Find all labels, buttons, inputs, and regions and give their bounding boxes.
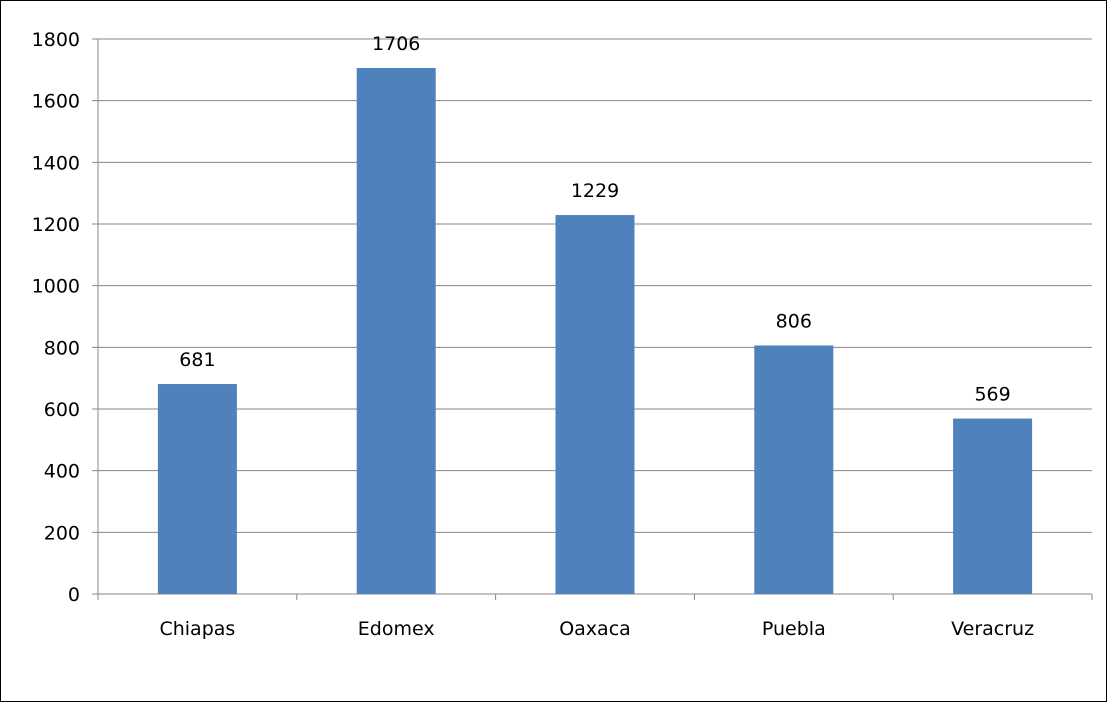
bar-oaxaca bbox=[555, 215, 635, 594]
data-label-puebla: 806 bbox=[776, 310, 812, 332]
y-tick-label: 1200 bbox=[32, 214, 80, 236]
labels: 0 200 400 600 800 1000 1200 1400 1600 1800 681 Chia… bbox=[32, 29, 1034, 640]
y-tick-label: 1400 bbox=[32, 152, 80, 174]
y-tick-label: 600 bbox=[44, 399, 80, 421]
data-label-edomex: 1706 bbox=[372, 33, 420, 55]
bar-chart: 0 200 400 600 800 1000 1200 1400 1600 1800 681 Chia… bbox=[32, 29, 1093, 640]
data-label-chiapas: 681 bbox=[179, 349, 215, 371]
y-tick-label: 200 bbox=[44, 522, 80, 544]
bar-veracruz bbox=[953, 418, 1033, 594]
y-tick-label: 0 bbox=[68, 584, 80, 606]
category-label-veracruz: Veracruz bbox=[951, 618, 1034, 640]
category-label-oaxaca: Oaxaca bbox=[559, 618, 631, 640]
category-label-puebla: Puebla bbox=[762, 618, 826, 640]
y-tick-label: 1600 bbox=[32, 91, 80, 113]
category-label-edomex: Edomex bbox=[358, 618, 435, 640]
category-label-chiapas: Chiapas bbox=[159, 618, 235, 640]
bar-chiapas bbox=[157, 384, 237, 594]
bar-edomex bbox=[356, 67, 436, 594]
y-tick-label: 400 bbox=[44, 461, 80, 483]
data-label-veracruz: 569 bbox=[974, 384, 1010, 406]
bars bbox=[157, 67, 1033, 594]
y-tick-label: 1000 bbox=[32, 276, 80, 298]
bar-puebla bbox=[754, 345, 834, 594]
y-tick-label: 1800 bbox=[32, 29, 80, 51]
y-tick-label: 800 bbox=[44, 337, 80, 359]
data-label-oaxaca: 1229 bbox=[571, 180, 619, 202]
